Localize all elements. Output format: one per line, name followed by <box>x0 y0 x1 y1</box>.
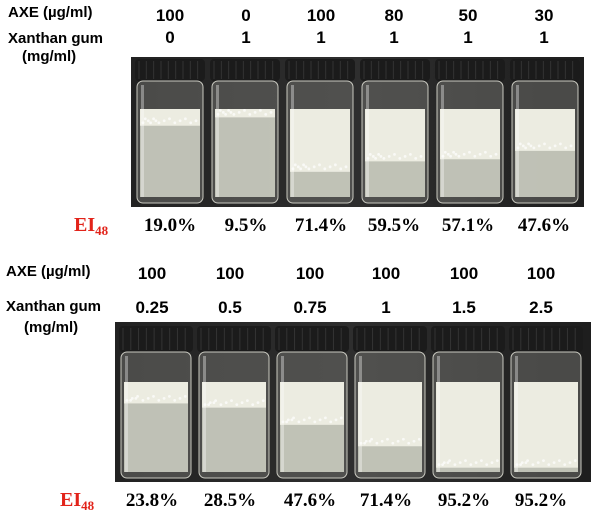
vial-emulsion <box>202 382 266 408</box>
vial <box>509 326 583 479</box>
vial-cap <box>119 326 193 352</box>
axe-value-bottom-4: 100 <box>371 264 401 283</box>
vial-emulsion <box>358 382 422 447</box>
xg-value-bottom-6: 2.5 <box>529 298 553 317</box>
axe-value-bottom-6: 100 <box>526 264 556 283</box>
axe-label-bottom: AXE (µg/ml) <box>6 263 91 280</box>
vial <box>210 59 280 204</box>
vial-cap <box>509 326 583 352</box>
vial-cap <box>197 326 271 352</box>
vial-cap <box>353 326 427 352</box>
ei-value-bottom-5: 95.2% <box>437 490 491 511</box>
axe-value-top-3: 100 <box>306 6 336 25</box>
vial-emulsion <box>514 382 578 468</box>
vial-emulsion <box>290 109 350 172</box>
vial <box>285 59 355 204</box>
axe-value-bottom-5: 100 <box>449 264 479 283</box>
xg-value-bottom-4: 1 <box>381 298 391 317</box>
ei-value-top-1: 19.0% <box>143 215 197 236</box>
xg-value-top-4: 1 <box>389 28 399 47</box>
axe-value-top-4: 80 <box>384 6 404 25</box>
ei-value-top-3: 71.4% <box>294 215 348 236</box>
ei48-label-bottom: EI48 <box>60 489 95 513</box>
vials-photo-bottom <box>115 322 591 482</box>
xg-value-top-6: 1 <box>539 28 549 47</box>
vials-photo-top <box>131 57 584 207</box>
ei-value-top-2: 9.5% <box>224 215 268 236</box>
ei-value-top-6: 47.6% <box>517 215 571 236</box>
axe-value-bottom-3: 100 <box>295 264 325 283</box>
vial <box>275 326 349 479</box>
vial-cap <box>275 326 349 352</box>
xg-value-top-2: 1 <box>241 28 251 47</box>
ei-value-bottom-3: 47.6% <box>283 490 337 511</box>
xanthan-unit-top: (mg/ml) <box>22 48 77 65</box>
axe-value-top-1: 100 <box>155 6 185 25</box>
vial-cap <box>210 59 280 81</box>
vial-emulsion <box>280 382 344 425</box>
vial-emulsion <box>215 109 275 118</box>
vial-emulsion <box>440 109 500 160</box>
ei-value-top-4: 59.5% <box>367 215 421 236</box>
vial-emulsion <box>365 109 425 162</box>
xg-value-bottom-5: 1.5 <box>452 298 476 317</box>
axe-value-bottom-1: 100 <box>137 264 167 283</box>
vial-cap <box>135 59 205 81</box>
ei-value-top-5: 57.1% <box>441 215 495 236</box>
vial <box>431 326 505 479</box>
xanthan-label-bottom: Xanthan gum <box>6 298 102 315</box>
axe-value-bottom-2: 100 <box>215 264 245 283</box>
vial <box>435 59 505 204</box>
vial-liquid <box>215 109 275 197</box>
xg-value-top-3: 1 <box>316 28 326 47</box>
xg-value-bottom-1: 0.25 <box>135 298 169 317</box>
vial <box>119 326 193 479</box>
vial <box>197 326 271 479</box>
axe-label-top: AXE (µg/ml) <box>8 4 93 21</box>
axe-value-top-6: 30 <box>534 6 554 25</box>
ei-value-bottom-4: 71.4% <box>359 490 413 511</box>
vial <box>353 326 427 479</box>
vial-cap <box>510 59 580 81</box>
xanthan-label-top: Xanthan gum <box>8 30 104 47</box>
xg-value-bottom-3: 0.75 <box>293 298 327 317</box>
ei48-label-top: EI48 <box>74 214 109 238</box>
vial-emulsion <box>124 382 188 404</box>
axe-value-top-5: 50 <box>458 6 478 25</box>
xg-value-top-1: 0 <box>165 28 175 47</box>
vial <box>135 59 205 204</box>
vial <box>510 59 580 204</box>
ei-value-bottom-2: 28.5% <box>203 490 257 511</box>
vial-cap <box>435 59 505 81</box>
ei-value-bottom-1: 23.8% <box>125 490 179 511</box>
vial-cap <box>285 59 355 81</box>
vial-emulsion <box>436 382 500 468</box>
vial <box>360 59 430 204</box>
xg-value-top-5: 1 <box>463 28 473 47</box>
xanthan-unit-bottom: (mg/ml) <box>24 319 79 336</box>
xg-value-bottom-2: 0.5 <box>218 298 242 317</box>
vial-cap <box>431 326 505 352</box>
axe-value-top-2: 0 <box>241 6 251 25</box>
ei-value-bottom-6: 95.2% <box>514 490 568 511</box>
vial-cap <box>360 59 430 81</box>
